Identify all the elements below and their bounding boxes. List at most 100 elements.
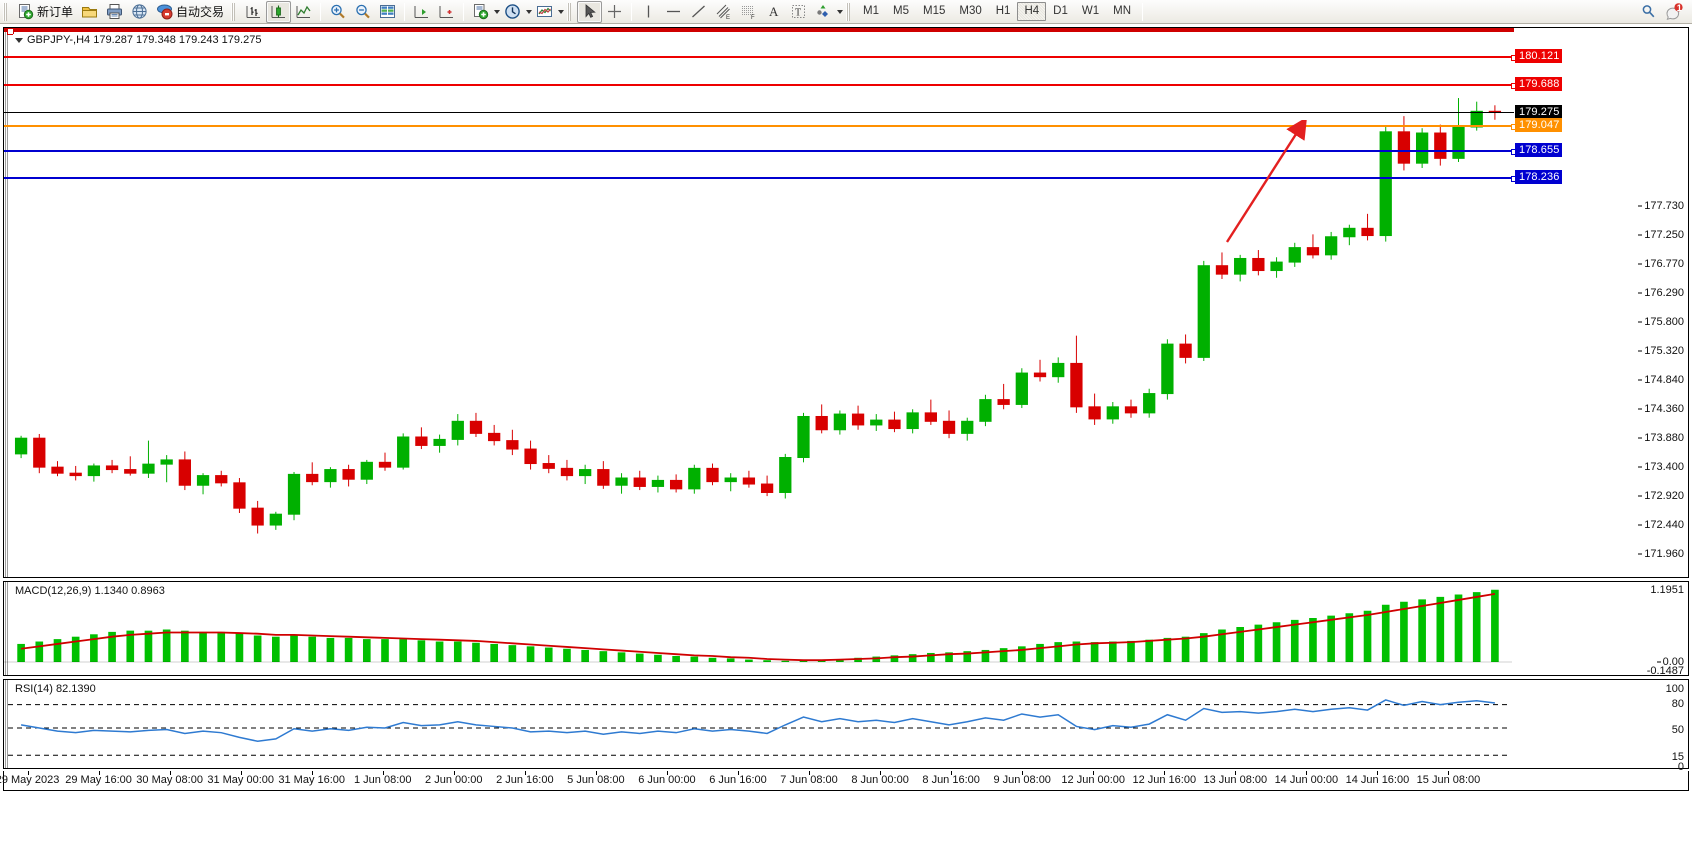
expert-advisor-button[interactable]: 自动交易 bbox=[152, 1, 228, 23]
timeframe-m30[interactable]: M30 bbox=[959, 5, 982, 17]
level-line-180121[interactable] bbox=[4, 55, 1517, 61]
new-order-icon bbox=[17, 3, 34, 20]
crosshair-button[interactable] bbox=[602, 1, 627, 23]
trendline-button[interactable] bbox=[686, 1, 711, 23]
svg-text:F: F bbox=[751, 15, 755, 20]
time-axis-label: 1 Jun 08:00 bbox=[354, 774, 412, 786]
time-axis-label: 29 May 16:00 bbox=[65, 774, 132, 786]
line-chart-button[interactable] bbox=[291, 1, 316, 23]
fibonacci-icon: F bbox=[740, 3, 757, 20]
time-axis-tick bbox=[453, 771, 455, 775]
cursor-button[interactable] bbox=[577, 0, 603, 23]
text-icon: A bbox=[765, 3, 782, 20]
data-window-button[interactable] bbox=[375, 1, 400, 23]
price-tag-180121: 180.121 bbox=[1515, 49, 1563, 63]
timeframe-d1[interactable]: D1 bbox=[1053, 5, 1068, 17]
globe-button[interactable] bbox=[127, 1, 152, 23]
rsi-pane[interactable]: RSI(14) 82.1390 100 80 50 15 0 bbox=[3, 679, 1689, 773]
time-axis-tick bbox=[1306, 771, 1308, 775]
new-order-label: 新订单 bbox=[37, 5, 74, 19]
time-axis-tick bbox=[809, 771, 811, 775]
timeframe-w1[interactable]: W1 bbox=[1081, 5, 1100, 17]
text-label-button[interactable]: T bbox=[786, 1, 811, 23]
timeframe-h4[interactable]: H4 bbox=[1017, 2, 1047, 21]
globe-icon bbox=[131, 3, 148, 20]
chart-symbol-label: GBPJPY-,H4 179.287 179.348 179.243 179.2… bbox=[13, 34, 264, 46]
symbol-ohlc-text: GBPJPY-,H4 179.287 179.348 179.243 179.2… bbox=[27, 34, 262, 46]
time-axis-tick bbox=[311, 771, 313, 775]
period-dropdown-arrow[interactable] bbox=[526, 9, 533, 14]
timeframe-h1[interactable]: H1 bbox=[995, 5, 1011, 17]
time-axis-label: 31 May 16:00 bbox=[278, 774, 346, 786]
chart-area[interactable]: GBPJPY-,H4 179.287 179.348 179.243 179.2… bbox=[0, 24, 1692, 841]
time-axis-tick bbox=[951, 771, 953, 775]
horizontal-line-button[interactable] bbox=[661, 1, 686, 23]
toolbar-grip-2[interactable] bbox=[231, 2, 239, 21]
expert-advisor-icon bbox=[156, 3, 173, 20]
price-tag-179688: 179.688 bbox=[1515, 77, 1563, 91]
toolbar-grip[interactable] bbox=[3, 2, 10, 21]
zoom-in-button[interactable] bbox=[325, 1, 350, 23]
price-tick: 176.770 bbox=[1638, 258, 1688, 270]
bullish-arrow[interactable] bbox=[1199, 120, 1319, 250]
period-button[interactable] bbox=[500, 1, 525, 23]
templates-button[interactable] bbox=[532, 1, 557, 23]
chevron-down-icon[interactable] bbox=[15, 37, 23, 43]
alerts-button[interactable]: 1 bbox=[1661, 1, 1686, 23]
top-red-handle[interactable] bbox=[7, 28, 14, 35]
toolbar-separator-3 bbox=[463, 2, 465, 21]
indicators-dropdown-arrow[interactable] bbox=[494, 9, 501, 14]
fibonacci-button[interactable]: F bbox=[736, 1, 761, 23]
text-button[interactable]: A bbox=[761, 1, 786, 23]
alerts-icon bbox=[1665, 3, 1683, 20]
zoom-out-button[interactable] bbox=[350, 1, 375, 23]
search-button[interactable] bbox=[1636, 1, 1661, 23]
candlestick-chart-button[interactable] bbox=[266, 0, 292, 23]
toolbar-separator-4 bbox=[631, 2, 633, 21]
equidistant-channel-button[interactable]: E bbox=[711, 1, 736, 23]
rsi-scale: 100 80 50 15 0 bbox=[1512, 680, 1688, 773]
time-axis[interactable]: 29 May 2023 29 May 16:00 30 May 08:00 31 Ma… bbox=[0, 771, 1689, 791]
vertical-line-button[interactable] bbox=[636, 1, 661, 23]
price-tick: 177.250 bbox=[1638, 229, 1688, 241]
vline-icon bbox=[640, 3, 657, 20]
shapes-dropdown-arrow[interactable] bbox=[837, 9, 844, 14]
time-axis-label: 6 Jun 00:00 bbox=[638, 774, 696, 786]
time-axis-label: 6 Jun 16:00 bbox=[709, 774, 767, 786]
pane-grip-price[interactable] bbox=[4, 28, 8, 577]
folder-button[interactable] bbox=[77, 1, 102, 23]
zoom-out-icon bbox=[354, 3, 371, 20]
crosshair-icon bbox=[606, 3, 623, 20]
timeframe-m5[interactable]: M5 bbox=[893, 5, 909, 17]
price-tick: 174.840 bbox=[1638, 374, 1688, 386]
indicators-button[interactable] bbox=[468, 1, 493, 23]
pane-grip-macd[interactable] bbox=[4, 582, 8, 675]
chart-shift-button[interactable] bbox=[409, 1, 434, 23]
rsi-scale-80: 80 bbox=[1671, 698, 1684, 710]
trendline-icon bbox=[690, 3, 707, 20]
timeframe-m1[interactable]: M1 bbox=[863, 5, 880, 17]
toolbar-grip-4[interactable] bbox=[846, 2, 854, 21]
time-axis-label: 15 Jun 08:00 bbox=[1416, 774, 1481, 786]
level-line-179688[interactable] bbox=[4, 83, 1517, 89]
price-scale[interactable]: 177.730 177.250 176.770 176.290 175.800 … bbox=[1512, 28, 1688, 577]
toolbar-grip-3[interactable] bbox=[567, 2, 575, 21]
price-pane[interactable]: GBPJPY-,H4 179.287 179.348 179.243 179.2… bbox=[3, 27, 1689, 578]
timeframe-mn[interactable]: MN bbox=[1113, 5, 1131, 17]
new-order-button[interactable]: 新订单 bbox=[13, 1, 77, 23]
time-axis-tick bbox=[1448, 771, 1450, 775]
time-axis-label: 9 Jun 08:00 bbox=[993, 774, 1051, 786]
auto-scroll-button[interactable] bbox=[434, 1, 459, 23]
pane-grip-rsi[interactable] bbox=[4, 680, 8, 768]
macd-pane[interactable]: MACD(12,26,9) 1.1340 0.8963 1.1951 0.00 … bbox=[3, 581, 1689, 677]
time-axis-label: 5 Jun 08:00 bbox=[567, 774, 625, 786]
bar-chart-button[interactable] bbox=[241, 1, 266, 23]
price-tick: 175.320 bbox=[1638, 345, 1688, 357]
printer-button[interactable] bbox=[102, 1, 127, 23]
macd-series bbox=[4, 589, 1512, 663]
auto-scroll-icon bbox=[438, 3, 455, 20]
time-axis-tick bbox=[27, 771, 29, 775]
templates-dropdown-arrow[interactable] bbox=[558, 9, 565, 14]
timeframe-m15[interactable]: M15 bbox=[923, 5, 946, 17]
shapes-button[interactable] bbox=[811, 1, 836, 23]
